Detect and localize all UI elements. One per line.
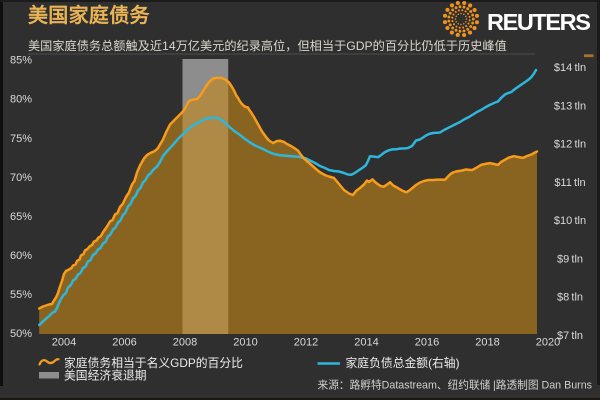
svg-text:2010: 2010 bbox=[233, 337, 257, 349]
svg-text:2014: 2014 bbox=[354, 337, 378, 349]
svg-text:美国家庭债务总额触及近14万亿美元的纪录高位，但相当于GDP: 美国家庭债务总额触及近14万亿美元的纪录高位，但相当于GDP的百分比仍低于历史峰… bbox=[28, 38, 507, 53]
svg-text:家庭负债总金额(右轴): 家庭负债总金额(右轴) bbox=[346, 356, 460, 370]
svg-text:85%: 85% bbox=[10, 55, 32, 67]
svg-text:2020: 2020 bbox=[536, 337, 560, 349]
svg-text:家庭债务相当于名义GDP的百分比: 家庭债务相当于名义GDP的百分比 bbox=[64, 356, 243, 370]
svg-text:$10 tln: $10 tln bbox=[554, 215, 586, 227]
svg-text:$7 tln: $7 tln bbox=[557, 330, 583, 342]
svg-text:65%: 65% bbox=[10, 211, 32, 223]
svg-text:$12 tln: $12 tln bbox=[554, 139, 586, 151]
svg-text:2006: 2006 bbox=[112, 337, 136, 349]
svg-text:75%: 75% bbox=[10, 133, 32, 145]
svg-text:2018: 2018 bbox=[475, 337, 499, 349]
svg-text:2016: 2016 bbox=[415, 337, 439, 349]
svg-text:55%: 55% bbox=[10, 289, 32, 301]
svg-text:$9 tln: $9 tln bbox=[557, 253, 583, 265]
svg-text:50%: 50% bbox=[10, 328, 32, 340]
svg-text:$11 tln: $11 tln bbox=[554, 177, 585, 189]
svg-text:美国经济衰退期: 美国经济衰退期 bbox=[64, 369, 147, 383]
svg-text:2004: 2004 bbox=[52, 337, 76, 349]
svg-text:$13 tln: $13 tln bbox=[554, 100, 586, 112]
svg-text:2008: 2008 bbox=[173, 337, 197, 349]
svg-text:$8 tln: $8 tln bbox=[557, 292, 583, 304]
svg-text:70%: 70% bbox=[10, 172, 32, 184]
svg-text:80%: 80% bbox=[10, 94, 32, 106]
svg-text:2012: 2012 bbox=[294, 337, 318, 349]
svg-text:60%: 60% bbox=[10, 250, 32, 262]
svg-text:REUTERS: REUTERS bbox=[487, 9, 590, 35]
svg-text:美国家庭债务: 美国家庭债务 bbox=[28, 3, 150, 27]
svg-text:来源：路孵特Datastream、纽约联储 |路透制图 Da: 来源：路孵特Datastream、纽约联储 |路透制图 Dan Burns bbox=[318, 379, 592, 392]
svg-text:$14 tln: $14 tln bbox=[554, 62, 586, 74]
